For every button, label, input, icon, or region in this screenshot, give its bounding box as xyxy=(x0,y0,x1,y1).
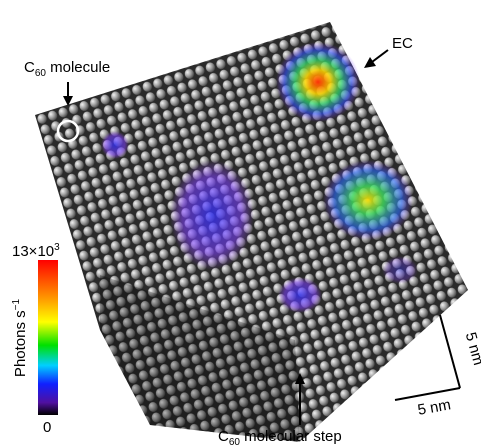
colorbar-min: 0 xyxy=(43,419,51,436)
molecule-label: C60 molecule xyxy=(24,59,110,79)
stm-surface xyxy=(35,22,468,442)
ec-label: EC xyxy=(392,35,413,52)
annotations xyxy=(63,49,461,425)
colorbar xyxy=(38,260,58,415)
colorbar-unit: Photons s−1 xyxy=(11,299,29,378)
scale-vertical: 5 nm xyxy=(462,331,481,368)
scale-horizontal: 5 nm xyxy=(416,396,452,419)
step-label: C60 molecular step xyxy=(218,428,342,445)
colorbar-max: 13×103 xyxy=(12,242,60,260)
